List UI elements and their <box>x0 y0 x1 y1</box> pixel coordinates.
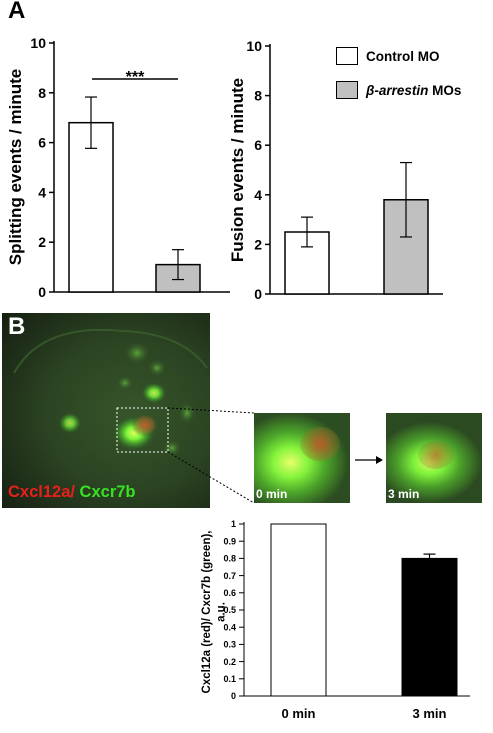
splitting-ytick-label: 0 <box>38 284 46 300</box>
ratio-bar <box>401 557 458 697</box>
label-cxcl12a: Cxcl12a/ <box>8 483 75 501</box>
ratio-ytick-label: 0.6 <box>223 588 236 598</box>
legend-label-arrestin-rest: MOs <box>428 82 462 98</box>
legend-item-control: Control MO <box>336 44 461 68</box>
ratio-ytick-label: 0.5 <box>223 605 236 615</box>
micrograph-main <box>2 313 210 508</box>
inset-0min-red-spot <box>300 427 340 461</box>
fusion-ytick-label: 8 <box>254 88 262 104</box>
fusion-ytick-label: 6 <box>254 137 262 153</box>
inset-3min: 3 min <box>386 413 482 503</box>
legend-label-arrestin: β-arrestin MOs <box>366 83 461 98</box>
legend-label-control: Control MO <box>366 48 440 64</box>
inset-3min-label: 3 min <box>388 487 420 501</box>
inset-0min-label: 0 min <box>256 487 288 501</box>
ratio-y-label: Cxcl12a (red)/ Cxcr7b (green), a.u. <box>201 531 228 694</box>
significance-stars: *** <box>126 69 145 86</box>
splitting-y-label: Splitting events / minute <box>6 69 25 265</box>
fusion-ytick-label: 4 <box>254 187 262 203</box>
splitting-ytick-label: 2 <box>38 234 46 250</box>
ratio-ytick-label: 0.9 <box>223 536 236 546</box>
ratio-ytick-label: 1 <box>231 519 236 529</box>
ratio-ytick-label: 0 <box>231 691 236 701</box>
ratio-category-label: 3 min <box>413 706 447 721</box>
micrograph-cells <box>13 328 208 457</box>
inset-0min: 0 min <box>254 413 350 503</box>
micrograph-channel-label: Cxcl12a/ Cxcr7b <box>8 483 136 502</box>
ratio-bar <box>270 523 327 697</box>
fusion-ytick-label: 0 <box>254 286 262 302</box>
splitting-ytick-label: 8 <box>38 85 46 101</box>
splitting-bar <box>68 121 114 293</box>
fluorescence-ratio-chart: 0 0.1 0.2 0.3 0.4 0.5 0.6 0.7 0.8 0.9 1 0 min 3 min C… <box>201 519 470 721</box>
fusion-ytick-label: 2 <box>254 236 262 252</box>
ratio-ytick-label: 0.3 <box>223 640 236 650</box>
ratio-ytick-label: 0.4 <box>223 622 236 632</box>
ratio-category-label: 0 min <box>282 706 316 721</box>
zoom-region-box <box>116 407 169 453</box>
fusion-events-chart: 0 2 4 6 8 10 Fusion events / minute <box>228 38 443 302</box>
inset-3min-red-spot <box>418 441 454 469</box>
ratio-ytick-label: 0.7 <box>223 571 236 581</box>
right-arrow-icon <box>355 456 383 464</box>
legend-item-arrestin: β-arrestin MOs <box>336 78 461 102</box>
splitting-ytick-label: 4 <box>38 184 46 200</box>
fusion-ytick-label: 10 <box>246 38 262 54</box>
ratio-ytick-label: 0.8 <box>223 554 236 564</box>
fusion-y-label: Fusion events / minute <box>228 78 247 262</box>
splitting-ytick-label: 10 <box>30 35 46 51</box>
splitting-events-chart: 0 2 4 6 8 10 Splitting events / minute *** <box>6 35 230 300</box>
legend-swatch-control <box>336 47 358 65</box>
panel-b-letter: B <box>8 313 26 340</box>
ratio-ytick-label: 0.1 <box>223 674 236 684</box>
splitting-ytick-label: 6 <box>38 135 46 151</box>
legend: Control MO β-arrestin MOs <box>336 44 461 112</box>
ratio-ytick-label: 0.2 <box>223 657 236 667</box>
legend-label-arrestin-italic: β-arrestin <box>366 82 429 98</box>
legend-swatch-arrestin <box>336 81 358 99</box>
panel-a-letter: A <box>8 0 26 24</box>
label-cxcr7b: Cxcr7b <box>74 483 136 501</box>
